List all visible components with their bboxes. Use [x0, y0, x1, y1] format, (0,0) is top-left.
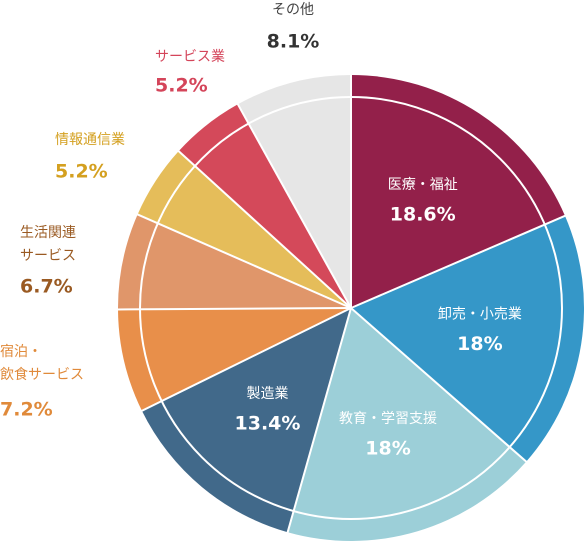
slice-value: 18.6% [390, 204, 456, 226]
slice-value: 5.2% [55, 161, 108, 183]
pie-slice [118, 214, 351, 310]
pie-slice [137, 151, 351, 308]
slice-name: 情報通信業 [55, 132, 125, 148]
slice-name: 教育・学習支援 [339, 411, 437, 427]
slice-value: 6.7% [20, 276, 73, 298]
slice-border [286, 307, 352, 534]
slice-name: 宿泊・飲食サービス [0, 343, 84, 383]
slice-value: 8.1% [267, 31, 320, 53]
slice-name: 卸売・小売業 [438, 306, 522, 322]
slice-name: その他 [272, 2, 314, 18]
slice-name: 製造業 [246, 386, 288, 402]
pie-slice [141, 308, 351, 533]
slice-border [350, 307, 528, 463]
slice-value: 18% [457, 333, 502, 355]
slice-border [116, 307, 352, 311]
pie-slice [351, 75, 565, 308]
slice-border [136, 213, 352, 309]
pie-slice [351, 215, 584, 462]
slice-value: 5.2% [155, 75, 208, 97]
slice-border [236, 102, 352, 309]
slice-border [350, 214, 567, 309]
pie-slice [287, 308, 527, 541]
pie-slice [178, 104, 351, 308]
pie-slice [118, 308, 351, 411]
slice-value: 13.4% [235, 413, 301, 435]
slice-value: 7.2% [0, 399, 53, 421]
slice-border [140, 307, 352, 413]
pie-slice [237, 75, 351, 308]
slice-border [177, 149, 352, 309]
slice-name: サービス業 [155, 49, 225, 65]
slice-name: 医療・福祉 [388, 176, 458, 193]
slice-value: 18% [365, 438, 410, 460]
slice-name: 生活関連サービス [20, 225, 76, 264]
